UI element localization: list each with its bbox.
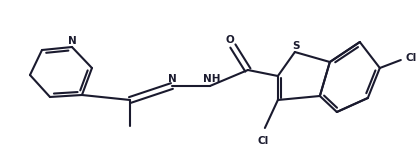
Text: NH: NH [203, 74, 221, 84]
Text: N: N [67, 36, 76, 46]
Text: Cl: Cl [406, 53, 417, 63]
Text: S: S [292, 41, 300, 51]
Text: N: N [168, 74, 176, 84]
Text: O: O [225, 35, 234, 45]
Text: Cl: Cl [257, 136, 269, 146]
